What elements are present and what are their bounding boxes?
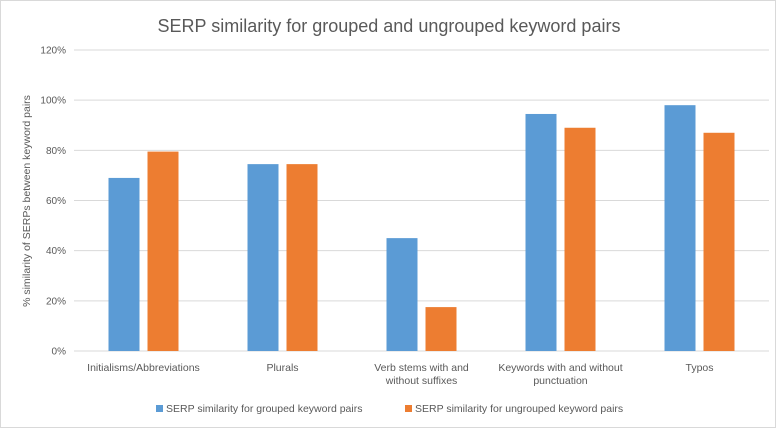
y-tick-label: 60% — [46, 196, 66, 207]
x-category-label: Verb stems with and — [374, 362, 469, 374]
y-tick-label: 100% — [40, 96, 66, 107]
chart-title: SERP similarity for grouped and ungroupe… — [158, 16, 621, 36]
x-category-label: punctuation — [533, 375, 587, 387]
bars — [108, 105, 735, 352]
bar — [703, 132, 735, 351]
bar — [425, 307, 457, 351]
x-category-label: Keywords with and without — [498, 362, 622, 374]
y-axis-ticks: 0% 20% 40% 60% 80% 100% 120% — [40, 46, 66, 358]
x-axis-categories: Initialisms/Abbreviations Plurals Verb ste… — [87, 362, 713, 387]
legend-swatch — [405, 405, 412, 412]
x-category-label: Initialisms/Abbreviations — [87, 362, 200, 374]
bar — [108, 177, 140, 351]
gridlines — [74, 49, 769, 352]
y-tick-label: 40% — [46, 246, 66, 257]
y-tick-label: 0% — [52, 347, 67, 358]
bar — [147, 151, 179, 351]
legend-label: SERP similarity for grouped keyword pair… — [166, 403, 362, 415]
bar — [564, 127, 596, 351]
legend: SERP similarity for grouped keyword pair… — [156, 403, 623, 415]
x-category-label: without suffixes — [385, 375, 458, 387]
y-axis-label: % similarity of SERPs between keyword pa… — [21, 95, 33, 307]
y-tick-label: 20% — [46, 296, 66, 307]
legend-label: SERP similarity for ungrouped keyword pa… — [415, 403, 623, 415]
y-tick-label: 120% — [40, 46, 66, 57]
y-tick-label: 80% — [46, 146, 66, 157]
bar — [525, 113, 557, 352]
bar — [286, 164, 318, 351]
bar — [664, 105, 696, 351]
legend-swatch — [156, 405, 163, 412]
x-category-label: Plurals — [266, 362, 298, 374]
x-category-label: Typos — [685, 362, 713, 374]
bar — [247, 164, 279, 351]
bar — [386, 238, 418, 351]
